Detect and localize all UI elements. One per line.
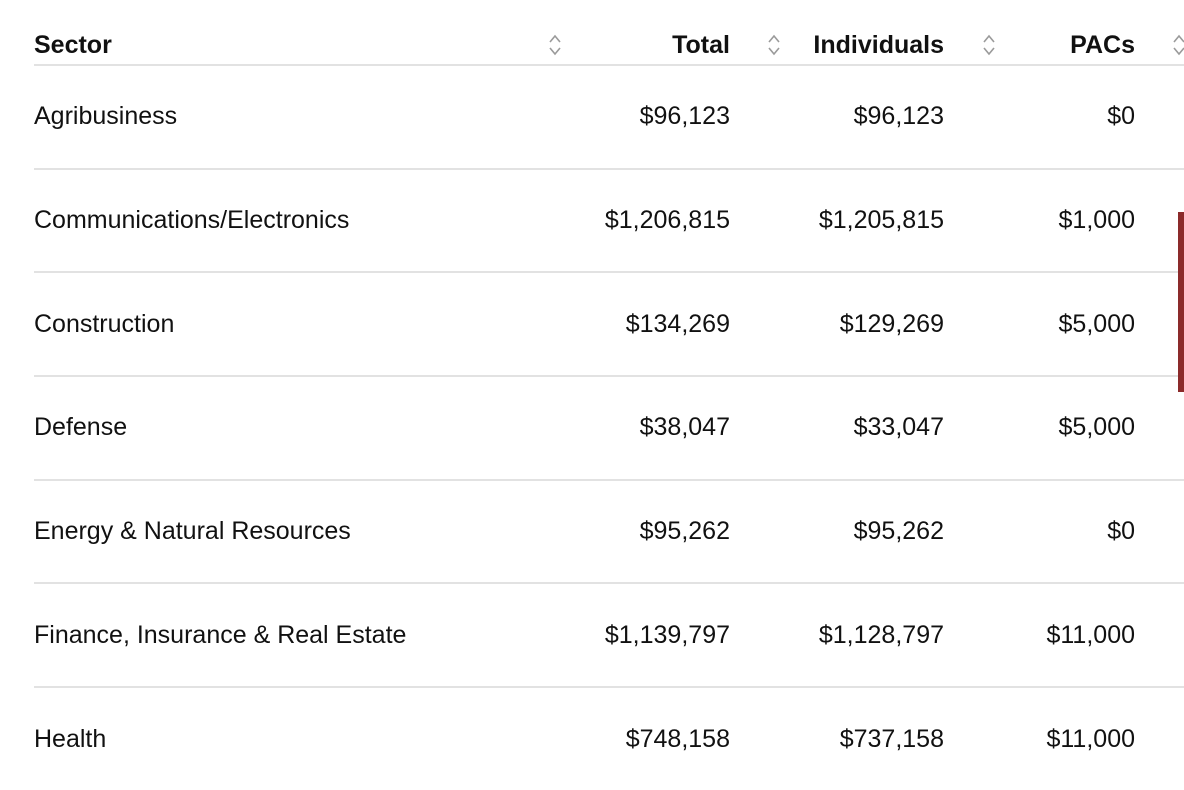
cell-pacs: $11,000 bbox=[1046, 725, 1135, 754]
cell-sector: Health bbox=[34, 725, 107, 754]
sector-contributions-table: Sector Total Individuals PACs Agribusine… bbox=[34, 0, 1184, 790]
table-row: Communications/Electronics $1,206,815 $1… bbox=[34, 170, 1184, 274]
cell-sector: Agribusiness bbox=[34, 102, 178, 131]
column-header-individuals[interactable]: Individuals bbox=[813, 31, 944, 59]
table-row: Construction $134,269 $129,269 $5,000 bbox=[34, 273, 1184, 378]
column-header-pacs[interactable]: PACs bbox=[1070, 31, 1135, 59]
cell-sector: Energy & Natural Resources bbox=[34, 517, 351, 546]
cell-total: $96,123 bbox=[639, 102, 730, 131]
table-header: Sector Total Individuals PACs bbox=[34, 0, 1184, 66]
cell-pacs: $11,000 bbox=[1046, 620, 1135, 649]
cell-total: $38,047 bbox=[639, 413, 730, 442]
column-header-total[interactable]: Total bbox=[672, 31, 730, 59]
cell-total: $95,262 bbox=[639, 517, 730, 546]
cell-total: $1,139,797 bbox=[604, 620, 730, 649]
cell-pacs: $0 bbox=[1107, 102, 1135, 131]
cell-individuals: $737,158 bbox=[839, 725, 944, 754]
cell-sector: Construction bbox=[34, 309, 175, 338]
sort-icon[interactable] bbox=[982, 33, 996, 57]
cell-pacs: $5,000 bbox=[1058, 309, 1135, 338]
sort-icon[interactable] bbox=[548, 33, 562, 57]
cell-individuals: $1,205,815 bbox=[818, 206, 944, 235]
cell-pacs: $0 bbox=[1107, 517, 1135, 546]
cell-individuals: $33,047 bbox=[853, 413, 944, 442]
cell-total: $748,158 bbox=[625, 725, 730, 754]
cell-pacs: $5,000 bbox=[1058, 413, 1135, 442]
table-row: Finance, Insurance & Real Estate $1,139,… bbox=[34, 584, 1184, 689]
sort-icon[interactable] bbox=[767, 33, 781, 57]
cell-pacs: $1,000 bbox=[1058, 206, 1135, 235]
cell-individuals: $1,128,797 bbox=[818, 620, 944, 649]
sort-icon[interactable] bbox=[1172, 33, 1184, 57]
cell-sector: Finance, Insurance & Real Estate bbox=[34, 620, 407, 649]
cell-individuals: $96,123 bbox=[853, 102, 944, 131]
cell-individuals: $129,269 bbox=[839, 309, 944, 338]
cell-sector: Communications/Electronics bbox=[34, 206, 350, 235]
table-row: Energy & Natural Resources $95,262 $95,2… bbox=[34, 481, 1184, 585]
column-header-sector[interactable]: Sector bbox=[34, 31, 112, 59]
cell-total: $1,206,815 bbox=[604, 206, 730, 235]
table-row: Defense $38,047 $33,047 $5,000 bbox=[34, 377, 1184, 481]
cell-sector: Defense bbox=[34, 413, 128, 442]
cell-individuals: $95,262 bbox=[853, 517, 944, 546]
scrollbar-thumb[interactable] bbox=[1178, 212, 1184, 392]
table-body: Agribusiness $96,123 $96,123 $0 Communic… bbox=[34, 66, 1184, 790]
cell-total: $134,269 bbox=[625, 309, 730, 338]
table-row: Health $748,158 $737,158 $11,000 bbox=[34, 688, 1184, 790]
table-row: Agribusiness $96,123 $96,123 $0 bbox=[34, 66, 1184, 170]
